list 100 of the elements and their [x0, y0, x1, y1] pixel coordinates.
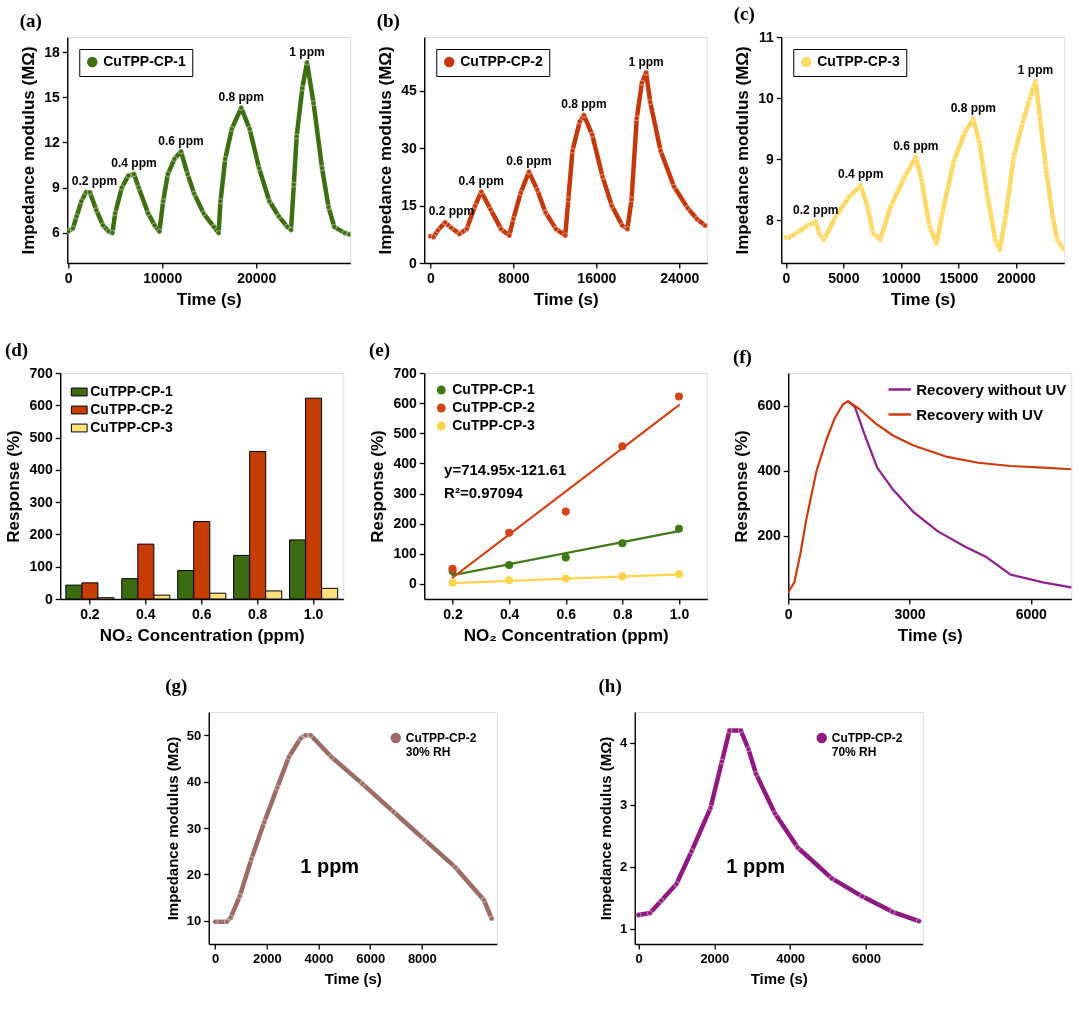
point: [926, 224, 933, 230]
y-tick-label: 1: [620, 921, 628, 937]
annotation: 0.8 ppm: [218, 89, 264, 104]
y-tick-label: 0: [408, 575, 417, 592]
y-tick-label: 30: [186, 820, 202, 836]
point: [191, 190, 198, 197]
point: [726, 727, 733, 734]
annotation: 0.4 ppm: [837, 167, 884, 182]
y-tick-label: 200: [29, 525, 53, 542]
point: [707, 805, 714, 811]
x-tick-label: 2000: [252, 950, 282, 966]
point: [658, 897, 665, 904]
point: [266, 198, 273, 205]
x-tick-label: 8000: [498, 269, 530, 286]
point: [561, 553, 570, 562]
y-tick-label: 500: [393, 424, 417, 441]
point: [870, 230, 877, 237]
point: [217, 198, 224, 205]
y-tick-label: 9: [765, 150, 774, 167]
legend-label: CuTPP-CP-2: [460, 53, 543, 69]
point: [561, 507, 570, 516]
point: [719, 758, 725, 765]
x-tick-label: 10000: [881, 269, 922, 286]
legend-label: CuTPP-CP-2: [90, 401, 173, 417]
y-axis-title: Response (%): [732, 430, 752, 543]
point: [200, 210, 207, 217]
point: [553, 226, 559, 232]
x-tick-label: 0.4: [136, 605, 156, 622]
point: [628, 196, 635, 203]
point: [581, 112, 587, 118]
point: [261, 819, 268, 825]
point: [639, 79, 645, 86]
point: [820, 236, 827, 243]
point: [647, 910, 653, 916]
point: [510, 216, 517, 222]
point: [657, 147, 664, 154]
annotation: 0.2 ppm: [71, 174, 118, 189]
legend-label: Recovery with UV: [916, 405, 1043, 423]
point: [534, 186, 541, 193]
y-axis-title: Impedance modulus (MΩ): [733, 46, 753, 255]
point: [171, 156, 178, 162]
chart-title: (b): [376, 10, 400, 32]
annotation: 1 ppm: [300, 855, 360, 878]
point: [452, 864, 459, 871]
point: [619, 222, 626, 229]
x-tick-label: 1.0: [669, 605, 690, 622]
point: [624, 226, 631, 232]
point: [702, 222, 708, 229]
point: [285, 754, 292, 760]
y-axis-title: Impedance modulus (MΩ): [163, 736, 181, 921]
point: [812, 218, 819, 225]
point: [284, 224, 291, 230]
point: [67, 228, 72, 235]
x-tick-label: 0.6: [556, 605, 577, 622]
point: [1037, 115, 1043, 122]
y-tick-label: 600: [393, 394, 417, 411]
point: [753, 771, 759, 777]
annotation: 0.4 ppm: [111, 156, 157, 171]
point: [859, 893, 865, 900]
point: [688, 848, 695, 855]
chart-title: (e): [368, 339, 390, 361]
point: [112, 210, 119, 217]
y-tick-label: 18: [44, 43, 60, 60]
point: [165, 171, 171, 177]
point: [310, 100, 317, 107]
point: [274, 784, 281, 791]
point: [73, 213, 80, 220]
point: [222, 156, 229, 162]
point: [647, 99, 654, 105]
point: [918, 177, 925, 184]
point: [359, 781, 366, 787]
point: [569, 147, 576, 154]
point: [694, 216, 700, 222]
point: [125, 172, 132, 179]
point: [877, 236, 884, 243]
x-axis-title: Time (s): [897, 625, 963, 645]
chart-title: (f): [732, 346, 752, 368]
y-tick-label: 700: [29, 364, 53, 381]
annotation: 0.2 ppm: [793, 203, 839, 218]
point: [86, 189, 93, 196]
legend-label: CuTPP-CP-1: [103, 53, 186, 69]
x-tick-label: 6000: [356, 950, 386, 966]
y-tick-label: 8: [765, 211, 774, 228]
annotation: 1 ppm: [628, 54, 664, 69]
point: [794, 229, 801, 236]
y-tick-label: 0: [44, 590, 53, 607]
point: [341, 230, 348, 236]
legend-label: CuTPP-CP-3: [817, 53, 900, 69]
point: [319, 165, 325, 171]
point: [816, 230, 823, 237]
annotation: 0.4 ppm: [458, 173, 504, 188]
point: [151, 222, 158, 229]
point: [1042, 164, 1049, 171]
legend-label: CuTPP-CP-1: [90, 383, 173, 399]
point: [643, 69, 649, 76]
annotation: 0.8 ppm: [561, 97, 607, 112]
x-tick-label: 20000: [237, 269, 277, 286]
point: [297, 735, 304, 742]
x-tick-label: 6000: [1015, 605, 1048, 622]
annotation: 1 ppm: [1017, 62, 1054, 77]
